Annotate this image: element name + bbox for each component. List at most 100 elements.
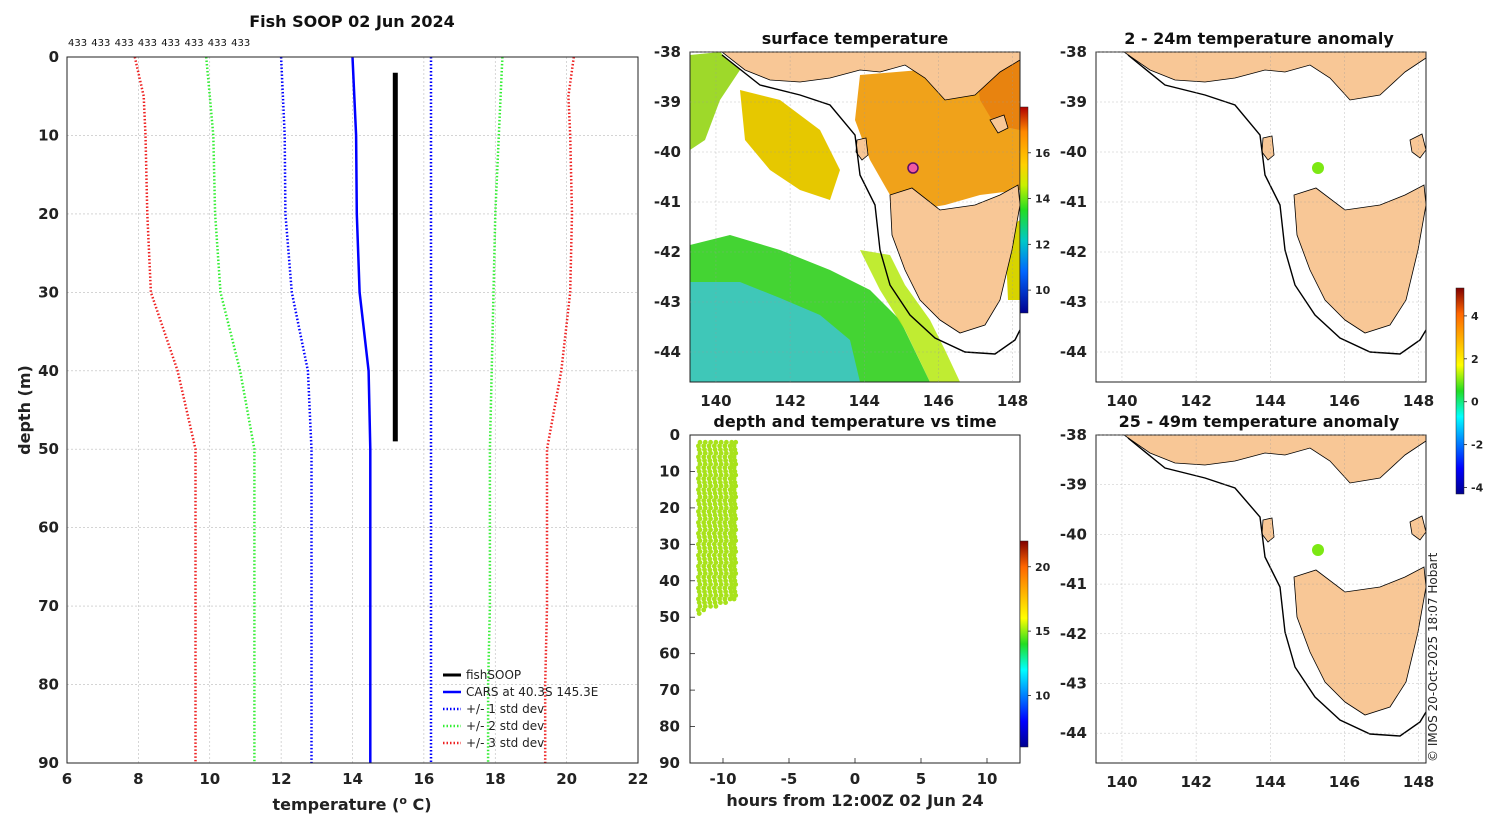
anomaly-deep-grid (1096, 434, 1426, 763)
time-cast-point (702, 447, 707, 452)
profile-x-ticks: 6 8 10 12 14 16 18 20 22 (62, 770, 649, 788)
time-cast-point (697, 505, 703, 511)
time-cast-point (711, 487, 717, 493)
time-cast-point (732, 567, 738, 573)
time-cast-point (722, 443, 728, 449)
time-cast-point (731, 520, 737, 525)
profile-title: Fish SOOP 02 Jun 2024 (249, 12, 455, 31)
time-cast-point (702, 603, 708, 609)
time-y-tick-label: 10 (659, 462, 680, 480)
time-cast-point (718, 523, 723, 529)
time-cast-point (732, 545, 738, 551)
time-cast-point (731, 465, 737, 471)
time-cast-point (713, 527, 719, 533)
time-cast-point (701, 454, 707, 460)
legend-label-cars: CARS at 40.3S 145.3E (466, 685, 598, 699)
time-cast-point (722, 454, 728, 460)
time-cast-point (702, 490, 707, 496)
time-cast-point (732, 523, 738, 529)
time-cast-point (728, 567, 734, 573)
time-cast-point (731, 498, 737, 503)
colorbar-tick-label: 20 (1035, 561, 1051, 574)
time-cast-point (702, 461, 708, 467)
time-cast-point (706, 563, 712, 569)
time-cast-point (701, 509, 707, 514)
time-cast-point (697, 494, 703, 500)
time-cast-point (711, 596, 717, 602)
time-cast-point (697, 560, 703, 565)
time-cast-point (697, 593, 703, 598)
time-cast-point (706, 531, 712, 536)
time-y-tick-label: 50 (659, 608, 680, 626)
time-cast-point (729, 582, 735, 587)
time-cast-point (727, 520, 733, 525)
time-cast-point (701, 552, 707, 558)
time-cast-point (727, 487, 733, 493)
time-cast-point (701, 585, 707, 591)
time-cast-point (702, 582, 708, 587)
time-cast-point (718, 560, 724, 565)
time-cast-point (706, 476, 712, 482)
time-cast-point (723, 578, 728, 584)
time-cast-point (706, 585, 712, 591)
time-cast-point (728, 458, 734, 463)
time-cast-point (729, 538, 735, 544)
time-cast-point (728, 578, 734, 584)
time-cast-point (713, 549, 719, 554)
time-cast-point (718, 461, 724, 467)
time-cast-point (702, 589, 707, 595)
time-cast-point (713, 450, 719, 456)
time-cast-point (707, 490, 713, 496)
time-cast-point (696, 523, 702, 529)
profile-y-tick-label: 40 (38, 362, 59, 380)
time-cast-point (713, 571, 719, 576)
time-cast-point (722, 476, 728, 482)
time-cast-point (701, 520, 707, 525)
time-cast-point (712, 501, 718, 507)
time-cast-point (713, 560, 719, 565)
time-cast-point (702, 458, 707, 463)
time-cast-point (696, 545, 702, 551)
time-cast-point (712, 447, 718, 452)
time-cast-point (722, 563, 728, 569)
time-cast-point (696, 585, 701, 591)
profile-count-label: 433 (115, 38, 134, 49)
time-cast-point (702, 527, 708, 533)
time-ticks: -10 -5 0 5 10 0 10 20 30 40 50 60 70 80 90 (659, 426, 997, 788)
map-lat-tick-label: -42 (1060, 625, 1087, 643)
time-cast-point (724, 494, 729, 500)
time-cast-point (712, 556, 718, 562)
time-cast-point (718, 571, 724, 576)
time-cast-point (722, 520, 728, 525)
profile-x-tick-label: 12 (271, 770, 292, 788)
time-cast-point (711, 520, 717, 525)
time-cast-point (708, 560, 713, 565)
time-cast-point (729, 571, 735, 576)
time-cast-point (697, 450, 703, 456)
time-cast-point (729, 516, 735, 522)
a2-land-tasmania (1293, 566, 1426, 716)
time-cast-point (696, 480, 702, 485)
time-cast-point (712, 545, 718, 551)
time-cast-point (724, 560, 729, 565)
time-x-tick-label: 5 (916, 770, 926, 788)
time-cast-point (702, 472, 708, 478)
map-lon-tick-label: 144 (1255, 392, 1286, 410)
time-cast-point (707, 589, 713, 595)
sst-profile-marker (907, 162, 919, 174)
profile-count-label: 433 (161, 38, 180, 49)
time-cast-point (728, 490, 734, 496)
time-cast-point (696, 552, 701, 558)
time-cast-point (733, 582, 739, 587)
map-lon-tick-label: 148 (1403, 773, 1434, 791)
map-lat-tick-label: -43 (1060, 293, 1087, 311)
time-cast-point (722, 509, 728, 514)
time-cast-point (696, 458, 702, 463)
time-cast-point (717, 585, 722, 591)
time-cast-point (697, 603, 703, 609)
map-lon-tick-label: 140 (1106, 392, 1137, 410)
time-cast-point (708, 571, 713, 576)
profile-series-line (351, 56, 372, 763)
time-cast-point (708, 527, 713, 533)
time-cast-point (731, 454, 737, 460)
